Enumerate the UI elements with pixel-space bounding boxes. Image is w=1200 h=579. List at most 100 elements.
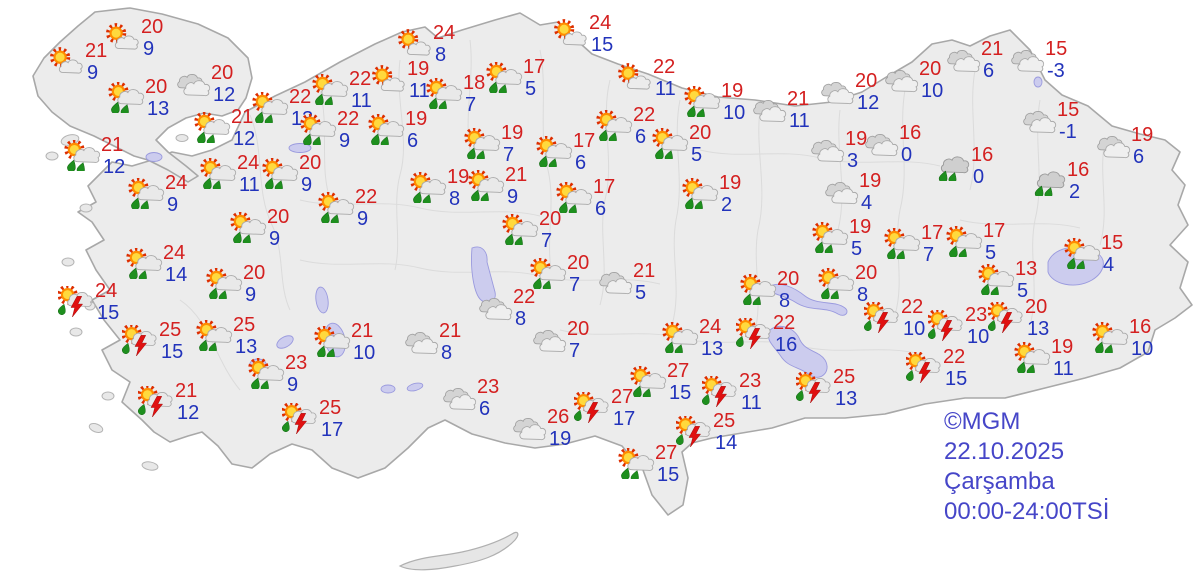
low-temp: 11: [409, 80, 430, 102]
low-temp: 17: [321, 419, 344, 441]
sun-rain-icon: [128, 178, 166, 209]
cloud-icon: [1020, 105, 1058, 136]
high-temp: 24: [165, 172, 188, 194]
low-temp: 6: [1133, 146, 1145, 168]
high-temp: 16: [1129, 316, 1152, 338]
low-temp: 10: [1131, 338, 1154, 360]
weather-station: 21 9: [48, 41, 140, 102]
weather-station: 19 6: [368, 109, 460, 170]
weather-station: 19 11: [370, 59, 462, 120]
weather-station: 17 7: [884, 223, 976, 284]
weather-station: 20 5: [652, 123, 744, 184]
weather-station: 20 7: [530, 253, 622, 314]
high-temp: 20: [689, 122, 712, 144]
weather-station: 21 12: [194, 107, 286, 168]
weather-station: 22 11: [312, 69, 404, 130]
low-temp: 9: [167, 194, 179, 216]
forecast-date: 22.10.2025: [944, 438, 1065, 465]
weather-station: 21 9: [468, 165, 560, 226]
low-temp: 11: [239, 174, 260, 196]
weather-station: 26 19: [510, 407, 602, 468]
high-temp: 21: [85, 40, 108, 62]
high-temp: 20: [567, 252, 590, 274]
sun-rain-icon: [426, 78, 464, 109]
sun-thunder-icon: [58, 286, 96, 317]
cloud-icon: [818, 76, 856, 107]
high-temp: 17: [983, 220, 1006, 242]
weather-station: 17 6: [556, 177, 648, 238]
weather-station: 24 9: [128, 173, 220, 234]
weather-station: 19 4: [822, 171, 914, 232]
rain-icon: [934, 150, 972, 181]
high-temp: 24: [95, 280, 118, 302]
weather-station: 20 10: [882, 59, 974, 120]
low-temp: 17: [613, 408, 636, 430]
high-temp: 23: [965, 304, 988, 326]
low-temp: 10: [967, 326, 990, 348]
sun-thunder-icon: [736, 318, 774, 349]
high-temp: 19: [721, 80, 744, 102]
high-temp: 19: [1131, 124, 1154, 146]
high-temp: 21: [231, 106, 254, 128]
sun-rain-icon: [502, 214, 540, 245]
weather-station: 22 6: [596, 105, 688, 166]
weather-station: 25 13: [196, 315, 288, 376]
high-temp: 19: [407, 58, 430, 80]
weather-station: 27 17: [574, 387, 666, 448]
weather-station: 20 7: [530, 319, 622, 380]
weather-station: 24 14: [126, 243, 218, 304]
low-temp: 7: [465, 94, 477, 116]
weather-station: 16 0: [862, 123, 954, 184]
weather-station: 15 4: [1064, 233, 1156, 294]
sun-rain-icon: [530, 258, 568, 289]
cloud-icon: [882, 64, 920, 95]
low-temp: 14: [165, 264, 188, 286]
anatolia-outline: [77, 12, 1193, 516]
high-temp: 21: [101, 134, 124, 156]
sun-thunder-icon: [122, 325, 160, 356]
weather-station: 23 10: [928, 305, 1020, 366]
high-temp: 22: [349, 68, 372, 90]
low-temp: 0: [901, 144, 913, 166]
high-temp: 21: [633, 260, 656, 282]
sun-rain-icon: [684, 86, 722, 117]
sun-rain-icon: [662, 322, 700, 353]
weather-station: 24 13: [662, 317, 754, 378]
weather-station: 25 17: [282, 398, 374, 459]
sun-rain-icon: [946, 226, 984, 257]
low-temp: 11: [655, 78, 676, 100]
high-temp: 17: [921, 222, 944, 244]
weather-station: 23 9: [248, 353, 340, 414]
weather-station: 24 11: [200, 153, 292, 214]
high-temp: 22: [653, 56, 676, 78]
sun-rain-icon: [536, 136, 574, 167]
low-temp: 7: [923, 244, 935, 266]
sun-thunder-icon: [864, 302, 902, 333]
weather-station: 18 7: [426, 73, 518, 134]
low-temp: 6: [595, 198, 607, 220]
high-temp: 21: [439, 320, 462, 342]
weather-station: 20 9: [262, 153, 354, 214]
weather-station: 13 5: [978, 259, 1070, 320]
weather-station: 25 15: [122, 320, 214, 381]
weather-station: 17 5: [946, 221, 1038, 282]
weather-station: 27 15: [630, 361, 722, 422]
high-temp: 25: [319, 397, 342, 419]
weather-station: 16 2: [1030, 160, 1122, 221]
high-temp: 19: [1051, 336, 1074, 358]
cloud-icon: [510, 412, 548, 443]
low-temp: 12: [233, 128, 256, 150]
sun-rain-icon: [410, 172, 448, 203]
low-temp: 11: [789, 110, 810, 132]
sun-rain-icon: [314, 326, 352, 357]
low-temp: 13: [147, 98, 170, 120]
low-temp: 5: [1017, 280, 1029, 302]
low-temp: 2: [721, 194, 733, 216]
weather-station: 21 10: [314, 321, 406, 382]
high-temp: 22: [355, 186, 378, 208]
sun-cloud-icon: [616, 62, 654, 93]
low-temp: 11: [741, 392, 762, 414]
weather-station: 24 15: [552, 13, 644, 74]
weather-station: 15 -3: [1008, 39, 1100, 100]
